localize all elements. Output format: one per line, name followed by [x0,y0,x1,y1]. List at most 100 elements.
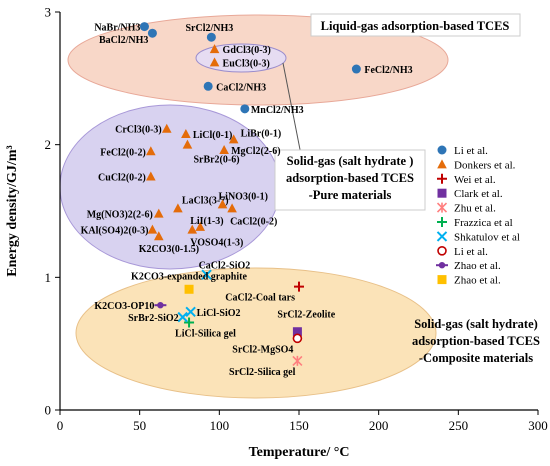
y-tick-label: 1 [45,270,52,285]
point-label: LiI(1-3) [190,216,223,227]
data-point [139,22,149,32]
data-point [292,355,303,366]
legend-marker [437,275,447,285]
point-label: SrBr2-SiO2 [128,313,179,324]
x-tick-label: 200 [369,418,389,433]
data-point [181,129,191,139]
data-point [206,32,216,42]
pure-materials-label-box [274,149,426,211]
data-point [227,203,237,213]
x-tick-label: 50 [133,418,146,433]
point-label: SrBr2(0-6) [193,155,239,166]
data-point [187,224,198,234]
point-label: K2CO3-OP10 [94,301,154,312]
composite-label-2: adsorption-based TCES [412,334,540,348]
data-point [240,104,250,114]
x-tick-label: 150 [289,418,309,433]
pure-materials-label-2: adsorption-based TCES [286,171,414,185]
point-label: CrCl3(0-3) [115,125,162,136]
data-point [209,44,220,54]
point-label: LiBr(0-1) [241,128,282,139]
data-point [185,306,196,318]
data-point [351,64,361,74]
liquid-gas-label-box [310,13,521,37]
y-axis-title: Energy density/GJ/m³ [5,145,20,276]
data-point [292,327,302,337]
legend-label: Wei et al. [454,174,496,186]
data-point [203,81,213,91]
legend-label: Donkers et al. [454,159,516,171]
data-point [184,317,195,328]
pure-materials-label-1: Solid-gas (salt hydrate ) [287,154,414,168]
point-label: CaCl2-SiO2 [199,261,251,272]
point-label: SrCl2-MgSO4 [232,344,293,355]
point-label: K2CO3-expanded graphite [131,271,247,282]
data-point [294,281,304,292]
point-label: SrCl2-Zeolite [277,310,335,321]
point-label: K2CO3(0-1.5) [139,244,199,255]
legend: Li et al. Donkers et al. Wei et al. Clark e… [436,145,520,287]
data-point [173,203,183,213]
pure-materials-label-3: -Pure materials [309,188,392,202]
data-point [195,221,206,231]
point-label: MgCl2(2-6) [231,146,280,157]
legend-marker [437,217,447,227]
point-label: FeCl2(0-2) [100,147,146,158]
point-label: BaCl2/NH3 [99,35,148,46]
legend-label: Shkatulov et al [454,231,520,243]
point-label: SrCl2/NH3 [185,23,233,34]
legend-marker [437,173,447,184]
data-point [146,146,156,156]
legend-marker [436,262,448,269]
data-point [177,311,188,323]
data-point [182,139,193,149]
data-point [209,57,220,67]
y-ticks: 0 1 2 3 [45,5,60,418]
legend-marker [437,159,447,169]
legend-label: Zhao et al. [454,275,501,287]
data-point [147,224,158,234]
point-label: Mg(NO3)2(2-6) [87,210,153,221]
point-label: SrCl2-Silica gel [229,367,296,378]
x-tick-label: 300 [528,418,548,433]
y-tick-label: 0 [45,403,52,418]
data-point [228,134,239,144]
liquid-gas-label: Liquid-gas adsorption-based TCES [321,19,510,33]
legend-label: Zhao et al. [454,260,501,272]
y-tick-label: 3 [45,5,52,20]
point-label: LiCl(0-1) [193,130,232,141]
point-label: LaCl3(3-7) [182,195,229,206]
legend-marker [437,246,447,256]
data-point [147,28,157,38]
x-tick-label: 0 [57,418,64,433]
data-point [292,333,303,344]
point-label: CuCl2(0-2) [98,173,146,184]
regions [59,14,449,399]
legend-label: Li et al. [454,145,488,157]
data-point [219,144,229,154]
legend-marker [436,231,448,242]
composite-materials-region [75,267,437,399]
legend-marker [437,188,447,198]
data-point [146,171,156,181]
point-label: FeCl2/NH3 [364,65,412,76]
data-point [161,123,172,133]
data-point [184,284,194,294]
point-label: KAl(SO4)2(0-3) [81,226,149,237]
legend-label: Frazzica et al [454,217,513,229]
legend-label: Zhu et al. [454,203,496,215]
point-label: CaCl2/NH3 [216,82,266,93]
legend-marker [436,202,448,213]
point-label: EuCl3(0-3) [223,58,270,69]
legend-label: Li et al. [454,246,488,258]
point-label: CaCl2-Coal tars [225,293,295,304]
point-label: CaCl2(0-2) [230,216,277,227]
point-label: VOSO4(1-3) [190,238,243,249]
data-point [153,208,164,218]
x-ticks: 0 50 100 150 200 250 300 [57,410,548,433]
composite-label-1: Solid-gas (salt hydrate) [414,317,538,331]
data-point [201,269,212,280]
data-point [217,199,228,209]
